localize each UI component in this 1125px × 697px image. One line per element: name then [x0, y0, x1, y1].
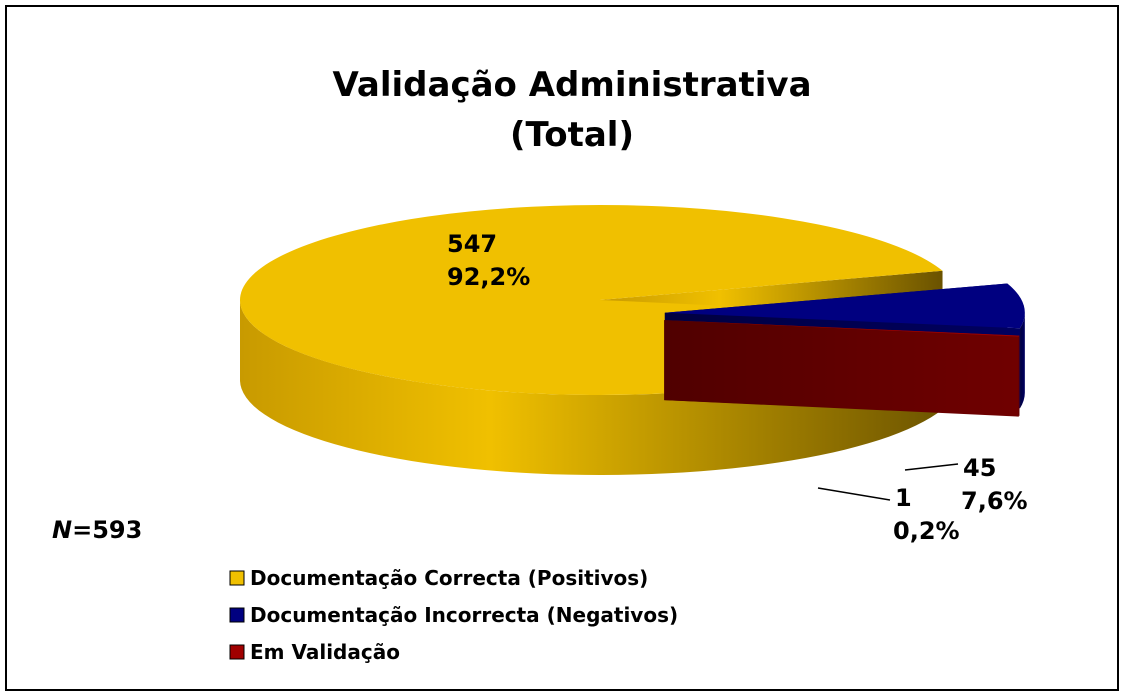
pie — [240, 205, 1025, 475]
value-label: 45 — [963, 454, 996, 482]
chart-title: Validação Administrativa — [332, 65, 811, 105]
legend-label: Em Validação — [250, 640, 400, 664]
value-label: 547 — [447, 230, 497, 258]
data-labels: 547 92,2% 45 7,6% 1 0,2% — [447, 230, 1028, 545]
note: N=593 — [52, 516, 142, 544]
value-label: 1 — [895, 484, 912, 512]
legend-swatch — [229, 570, 245, 586]
percent-label: 0,2% — [893, 517, 960, 545]
legend: Documentação Correcta (Positivos) Documen… — [229, 566, 678, 664]
legend-swatch — [229, 607, 245, 623]
slice-cut — [664, 320, 1019, 417]
legend-swatch — [229, 644, 245, 660]
slice — [664, 320, 1020, 337]
note-symbol: N — [52, 516, 72, 544]
slice-side — [1020, 312, 1025, 409]
chart-title: (Total) — [510, 115, 634, 155]
leader-line — [904, 463, 959, 471]
slice — [664, 283, 1025, 329]
note-text: =593 — [72, 516, 142, 544]
percent-label: 7,6% — [961, 487, 1028, 515]
slice-side — [240, 300, 955, 475]
slice-side — [1018, 335, 1020, 417]
percent-label: 92,2% — [447, 263, 530, 291]
leader-line — [817, 487, 891, 501]
legend-label: Documentação Correcta (Positivos) — [250, 566, 648, 590]
legend-label: Documentação Incorrecta (Negativos) — [250, 603, 678, 627]
